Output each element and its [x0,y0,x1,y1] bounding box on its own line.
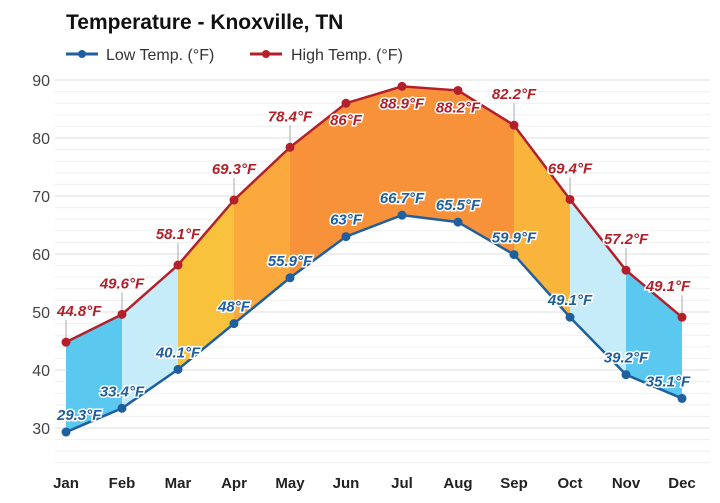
legend-low-marker [78,50,86,58]
high-data-label: 49.6°F [99,275,145,292]
high-point-jul [397,81,407,91]
high-point-feb [117,309,127,319]
high-data-label: 88.9°F [380,95,425,112]
x-tick-label: May [275,475,305,492]
low-point-feb [117,403,127,413]
high-point-may [285,142,295,152]
low-data-label: 66.7°F [380,190,425,207]
data-labels: 29.3°F 33.4°F 40.1°F 48°F 55.9°F 63°F 66.7°F 65… [55,85,693,426]
high-point-jun [341,98,351,108]
x-tick-label: Jan [53,475,79,492]
low-data-label: 59.9°F [492,230,537,247]
high-point-oct [565,194,575,204]
low-data-label: 29.3°F [56,407,102,424]
low-data-label: 39.2°F [604,350,649,367]
high-data-label: 69.4°F [548,160,593,177]
chart-title: Temperature - Knoxville, TN [66,11,343,34]
range-band-aug [458,90,514,255]
range-band-jul [402,86,458,223]
range-band-apr [234,147,290,324]
low-point-jan [61,427,71,437]
high-data-label: 44.8°F [56,303,102,320]
x-tick-label: Jun [333,475,360,492]
low-data-label: 48°F [217,299,251,316]
y-tick-label: 70 [32,189,50,206]
high-point-mar [173,260,183,270]
high-point-sep [509,120,519,130]
low-point-dec [677,393,687,403]
y-tick-label: 40 [32,363,50,380]
range-band-jan [66,314,122,433]
low-data-label: 49.1°F [547,292,593,309]
legend: Low Temp. (°F) High Temp. (°F) [66,47,403,64]
low-point-mar [173,364,183,374]
legend-item-low[interactable]: Low Temp. (°F) [66,47,214,64]
high-point-jan [61,337,71,347]
range-band-nov [626,270,682,399]
series-lines [61,81,687,437]
y-tick-label: 60 [32,247,50,264]
range-band-feb [122,265,178,409]
high-data-label: 49.1°F [645,278,691,295]
high-data-label: 82.2°F [492,86,537,103]
low-point-apr [229,319,239,329]
range-band-jun [346,86,402,237]
low-point-aug [453,217,463,227]
x-tick-label: Nov [612,475,641,492]
y-tick-label: 90 [32,73,50,90]
low-data-label: 63°F [330,212,363,229]
range-band-may [290,103,346,278]
x-tick-label: Mar [165,475,192,492]
x-tick-label: Feb [109,475,136,492]
y-tick-label: 80 [32,131,50,148]
low-point-nov [621,370,631,380]
low-data-label: 40.1°F [155,344,201,361]
range-band-oct [570,199,626,375]
x-tick-label: Jul [391,475,413,492]
legend-item-high[interactable]: High Temp. (°F) [250,47,403,64]
low-data-label: 65.5°F [436,197,481,214]
x-tick-label: Sep [500,475,528,492]
high-point-dec [677,312,687,322]
low-point-jun [341,232,351,242]
low-data-label: 35.1°F [646,373,691,390]
legend-low-label: Low Temp. (°F) [106,47,214,64]
low-data-label: 33.4°F [100,383,145,400]
x-tick-label: Dec [668,475,696,492]
low-temp-line [65,213,683,434]
x-tick-label: Apr [221,475,247,492]
x-tick-label: Oct [557,475,582,492]
low-point-jul [397,210,407,220]
high-data-label: 58.1°F [156,226,201,243]
legend-high-marker [262,50,270,58]
high-point-aug [453,85,463,95]
range-band-mar [178,200,234,370]
y-tick-label: 50 [32,305,50,322]
y-tick-label: 30 [32,421,50,438]
low-point-may [285,273,295,283]
legend-high-label: High Temp. (°F) [291,47,403,64]
low-point-oct [565,312,575,322]
high-point-apr [229,195,239,205]
low-point-sep [509,250,519,260]
high-data-label: 78.4°F [268,108,313,125]
high-data-label: 69.3°F [212,161,257,178]
high-data-label: 57.2°F [604,231,649,248]
y-axis-ticks: 30 40 50 60 70 80 90 [32,73,50,438]
x-axis-ticks: Jan Feb Mar Apr May Jun Jul Aug Sep Oct Nov Dec [53,475,696,492]
low-data-label: 55.9°F [268,253,313,270]
x-tick-label: Aug [443,475,472,492]
high-point-nov [621,265,631,275]
high-data-label: 88.2°F [436,99,481,116]
high-data-label: 86°F [330,112,363,129]
high-temp-line [65,85,683,344]
